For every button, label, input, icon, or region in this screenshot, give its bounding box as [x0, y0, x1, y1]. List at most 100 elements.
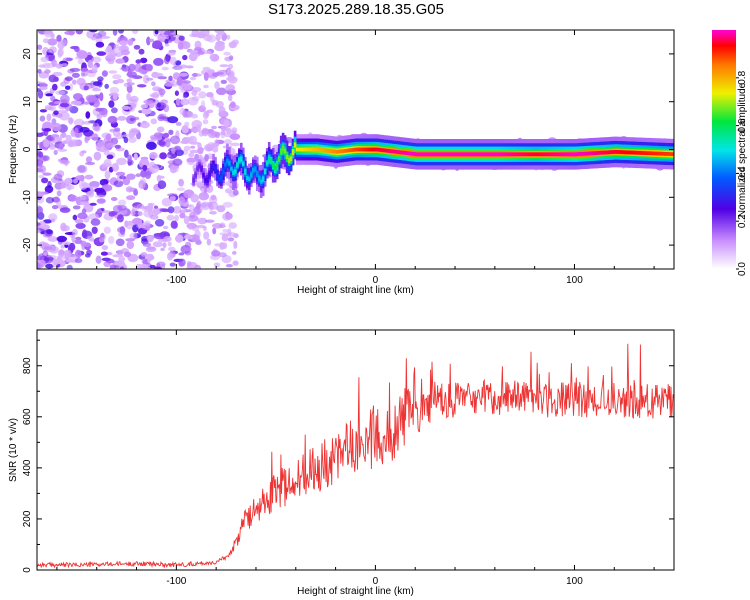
- noise-speckle: [95, 107, 104, 112]
- snr-chart: -100 0 100 0 200 400 600 800 Height of straight …: [8, 329, 675, 597]
- ridge-band: [658, 151, 661, 156]
- colorbar-segment: [712, 197, 736, 200]
- ridge-band: [467, 152, 470, 157]
- noise-speckle: [157, 76, 168, 80]
- noise-speckle: [167, 30, 178, 37]
- ridge-band: [536, 152, 540, 157]
- noise-speckle: [147, 203, 154, 212]
- noise-speckle: [75, 175, 84, 181]
- colorbar-segment: [712, 177, 736, 180]
- ridge-band: [329, 149, 333, 154]
- ridge-band: [313, 147, 317, 152]
- ridge-band: [305, 147, 309, 152]
- noise-speckle: [125, 238, 135, 242]
- noise-speckle: [45, 196, 55, 204]
- ridge-band: [395, 150, 398, 154]
- noise-speckle: [206, 109, 214, 114]
- noise-speckle: [72, 228, 78, 236]
- ridge-band: [411, 151, 414, 156]
- noise-speckle: [211, 142, 220, 148]
- noise-speckle: [50, 95, 56, 102]
- ridge-band: [335, 150, 339, 154]
- noise-speckle: [140, 104, 149, 109]
- noise-speckle: [146, 36, 151, 46]
- colorbar-segment: [712, 229, 736, 232]
- ridge-band: [321, 148, 325, 153]
- noise-speckle: [226, 76, 236, 82]
- ridge-band: [472, 152, 476, 157]
- noise-speckle: [215, 100, 224, 108]
- colorbar-segment: [712, 75, 736, 79]
- ridge-band: [291, 149, 295, 156]
- noise-speckle: [177, 187, 185, 191]
- ridge-band: [401, 150, 404, 155]
- ridge-band: [192, 177, 195, 183]
- ridge-band: [349, 148, 353, 153]
- noise-speckle: [57, 148, 68, 152]
- noise-speckle: [106, 58, 112, 62]
- noise-speckle: [37, 44, 43, 50]
- noise-speckle: [97, 76, 104, 82]
- noise-speckle: [168, 75, 173, 82]
- noise-speckle: [39, 109, 48, 113]
- noise-speckle: [138, 48, 145, 55]
- colorbar-segment: [712, 213, 736, 216]
- colorbar-segment: [712, 245, 736, 248]
- noise-speckle: [228, 63, 234, 70]
- colorbar-segment: [712, 185, 736, 188]
- ridge-band: [369, 147, 372, 152]
- ridge-band: [484, 152, 488, 157]
- noise-speckle: [158, 88, 166, 96]
- colorbar-segment: [712, 139, 736, 143]
- noise-speckle: [74, 258, 83, 264]
- noise-speckle: [161, 263, 166, 269]
- noise-speckle: [114, 260, 126, 267]
- noise-speckle: [99, 92, 104, 102]
- ridge-band: [357, 147, 361, 152]
- noise-speckle: [56, 190, 62, 197]
- noise-speckle: [119, 40, 128, 46]
- ridge-band: [254, 166, 257, 172]
- noise-speckle: [73, 118, 85, 127]
- noise-speckle: [147, 246, 156, 250]
- noise-speckle: [41, 177, 49, 184]
- ridge-band: [341, 149, 345, 154]
- colorbar-segment: [712, 53, 736, 57]
- noise-speckle: [189, 76, 197, 81]
- noise-speckle: [96, 51, 106, 56]
- noise-speckle: [198, 192, 210, 201]
- colorbar-segment: [712, 77, 736, 81]
- noise-speckle: [110, 197, 118, 201]
- noise-speckle: [72, 79, 77, 85]
- noise-speckle: [172, 206, 182, 214]
- noise-speckle: [179, 212, 186, 219]
- noise-speckle: [115, 238, 125, 247]
- ridge-band: [632, 150, 635, 155]
- colorbar-segment: [712, 243, 736, 246]
- colorbar-segment: [712, 175, 736, 178]
- noise-speckle: [204, 154, 209, 162]
- noise-speckle: [94, 194, 106, 198]
- ridge-band: [381, 148, 384, 153]
- noise-speckle: [51, 205, 59, 210]
- noise-speckle: [44, 69, 51, 74]
- colorbar-tick-label: 0.0: [737, 262, 748, 276]
- noise-speckle: [190, 193, 199, 203]
- ridge-band: [550, 152, 554, 157]
- ridge-band: [457, 152, 460, 157]
- noise-speckle: [171, 147, 176, 154]
- noise-speckle: [194, 40, 202, 50]
- noise-speckle: [197, 51, 205, 55]
- noise-speckle: [103, 226, 111, 234]
- noise-speckle: [59, 111, 70, 121]
- noise-speckle: [182, 54, 188, 61]
- ridge-band: [610, 150, 613, 154]
- noise-speckle: [167, 116, 179, 124]
- ridge-band: [530, 152, 534, 157]
- y-tick-label: 600: [22, 408, 33, 425]
- ridge-band: [379, 148, 382, 152]
- colorbar-segment: [712, 67, 736, 71]
- noise-speckle: [132, 127, 139, 136]
- y-tick-label: 10: [22, 96, 33, 108]
- ridge-band: [596, 151, 599, 155]
